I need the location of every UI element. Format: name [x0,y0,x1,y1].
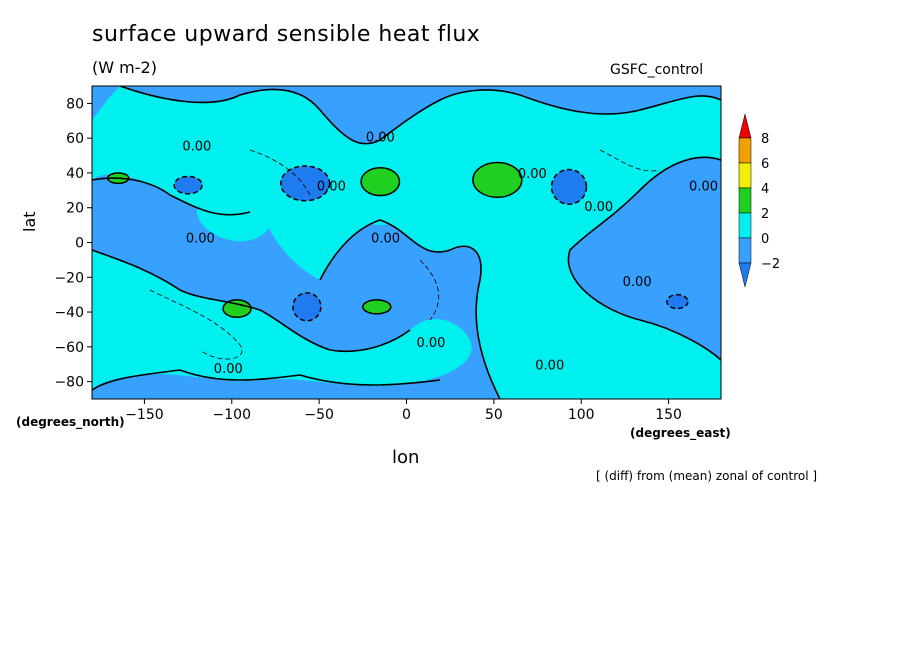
field-region [550,168,588,205]
colorbar-box [738,212,752,239]
y-tick-label: 0 [75,236,84,252]
y-tick-label: 80 [66,96,84,112]
x-axis-label: lon [392,447,420,468]
contour-label: 0.00 [366,131,395,146]
x-tick-label: −50 [304,407,334,423]
field-region [666,293,689,310]
colorbar-bottom-triangle [738,262,752,288]
contour-label: 0.00 [518,167,547,182]
field-region [222,299,252,319]
contour-lines [92,86,721,399]
contour-label: 0.00 [214,362,243,377]
x-tick-label: 100 [568,407,595,423]
y-tick-label: 60 [66,131,84,147]
contour-label: 0.00 [584,200,613,215]
colorbar-box [738,162,752,189]
y-tick-label: 20 [66,201,84,217]
chart-title: surface upward sensible heat flux [92,22,481,47]
colorbar-label: 2 [761,207,769,222]
colorbar-label: 8 [761,132,769,147]
contour-label: 0.00 [182,139,211,154]
x-tick-label: −100 [213,407,251,423]
colorbar-label: −2 [761,257,780,272]
run-label: GSFC_control [610,62,704,78]
field-zero-to-two-east [558,126,655,186]
x-tick-label: 0 [402,407,411,423]
x-tick-label: 50 [485,407,503,423]
contour-label: 0.00 [535,358,564,373]
field-zero-to-two-west [196,191,271,242]
colorbar-box [738,237,752,264]
colorbar-label: 4 [761,182,769,197]
field-region [472,161,523,199]
y-axis-units: (degrees_north) [16,415,125,429]
colorbar-top-triangle [738,113,752,139]
colorbar-box [738,187,752,214]
field-zero-to-two [92,86,721,399]
chart-units: (W m-2) [92,58,157,77]
field-region [173,175,203,195]
colorbar-label: 0 [761,232,769,247]
chart-note: [ (diff) from (mean) zonal of control ] [596,469,818,483]
field-region [279,165,331,202]
contour-label: 0.00 [689,179,718,194]
field-region [292,292,322,322]
y-tick-label: −80 [54,375,84,391]
contour-label: 0.00 [623,275,652,290]
contour-lines-thin [149,149,661,360]
contour-label: 0.00 [371,232,400,247]
field-zero-to-two-south [92,250,472,390]
field-region [362,299,392,315]
y-tick-label: 40 [66,166,84,182]
colorbar-label: 6 [761,157,769,172]
field-region [360,166,401,197]
contour-label: 0.00 [186,232,215,247]
contour-label: 0.00 [317,179,346,194]
y-tick-label: −40 [54,305,84,321]
y-tick-label: −20 [54,270,84,286]
x-tick-label: −150 [125,407,163,423]
y-tick-label: −60 [54,340,84,356]
contour-label: 0.00 [416,336,445,351]
colorbar-box [738,137,752,164]
x-tick-label: 150 [655,407,682,423]
x-axis-units: (degrees_east) [630,426,731,440]
